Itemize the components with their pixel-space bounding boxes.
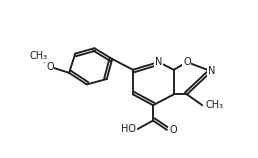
Text: N: N	[155, 57, 162, 67]
Text: N: N	[208, 66, 215, 76]
Text: CH₃: CH₃	[205, 100, 223, 110]
Text: CH₃: CH₃	[30, 51, 48, 61]
Text: O: O	[183, 57, 191, 67]
Text: HO: HO	[121, 124, 136, 134]
Text: O: O	[46, 62, 54, 72]
Text: O: O	[169, 125, 177, 135]
